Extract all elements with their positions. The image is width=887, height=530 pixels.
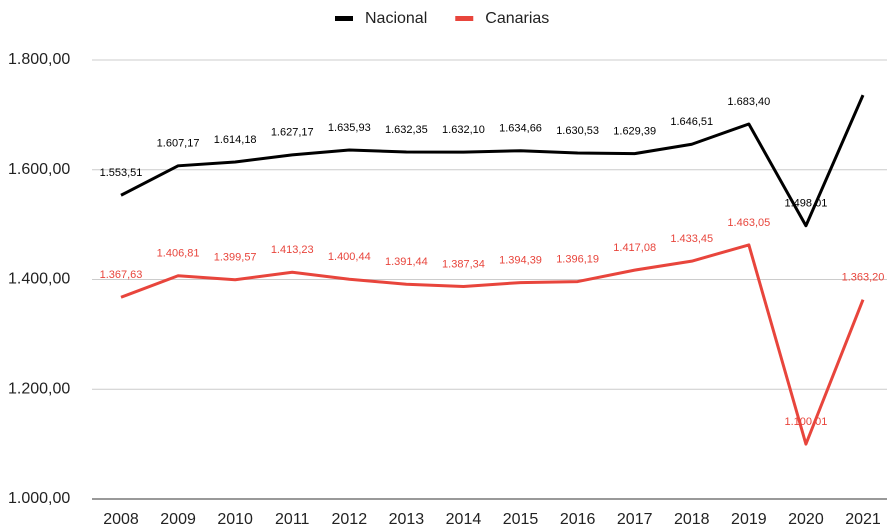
x-tick-label: 2021 (845, 511, 881, 528)
data-label: 1.629,39 (613, 126, 656, 138)
x-tick-label: 2011 (275, 511, 310, 528)
legend-swatch (335, 16, 353, 21)
data-label: 1.463,05 (727, 217, 770, 229)
data-label: 1.632,10 (442, 124, 485, 136)
data-label: 1.396,19 (556, 253, 599, 265)
data-label: 1.614,18 (214, 134, 257, 146)
data-label: 1.646,51 (670, 116, 713, 128)
x-tick-label: 2014 (446, 511, 482, 528)
data-label: 1.498,01 (785, 198, 828, 210)
data-label: 1.627,17 (271, 127, 314, 139)
x-tick-label: 2009 (160, 511, 196, 528)
data-label: 1.400,44 (328, 251, 371, 263)
data-label: 1.683,40 (727, 96, 770, 108)
data-label: 1.433,45 (670, 233, 713, 245)
data-label: 1.391,44 (385, 256, 428, 268)
data-label: 1.367,63 (100, 269, 143, 281)
data-label: 1.417,08 (613, 242, 656, 254)
data-label: 1.394,39 (499, 254, 542, 266)
data-label: 1.607,17 (157, 138, 200, 150)
data-label: 1.413,23 (271, 244, 314, 256)
x-tick-label: 2012 (332, 511, 368, 528)
y-tick-label: 1.400,00 (8, 271, 70, 288)
x-tick-label: 2015 (503, 511, 539, 528)
y-tick-label: 1.600,00 (8, 161, 70, 178)
x-tick-label: 2008 (103, 511, 139, 528)
data-label: 1.100,01 (785, 416, 828, 428)
x-tick-label: 2017 (617, 511, 653, 528)
series-line (120, 94, 865, 228)
x-tick-label: 2013 (389, 511, 425, 528)
y-tick-label: 1.800,00 (8, 51, 70, 68)
data-label: 1.635,93 (328, 122, 371, 134)
data-label: 1.630,53 (556, 125, 599, 137)
data-label: 1.553,51 (100, 167, 143, 179)
x-tick-label: 2019 (731, 511, 767, 528)
y-tick-label: 1.200,00 (8, 380, 70, 397)
x-tick-label: 2020 (788, 511, 824, 528)
x-tick-label: 2016 (560, 511, 596, 528)
data-label: 1.387,34 (442, 258, 485, 270)
y-tick-label: 1.000,00 (8, 490, 70, 507)
legend-label: Nacional (365, 10, 427, 27)
data-label: 1.632,35 (385, 124, 428, 136)
legend-label: Canarias (485, 10, 549, 27)
legend-swatch (455, 16, 474, 21)
data-label: 1.363,20 (842, 272, 885, 284)
data-label: 1.634,66 (499, 123, 542, 135)
x-tick-label: 2010 (217, 511, 253, 528)
series-line (120, 243, 865, 446)
x-tick-label: 2018 (674, 511, 710, 528)
data-label: 1.406,81 (157, 248, 200, 260)
data-label: 1.399,57 (214, 252, 257, 264)
